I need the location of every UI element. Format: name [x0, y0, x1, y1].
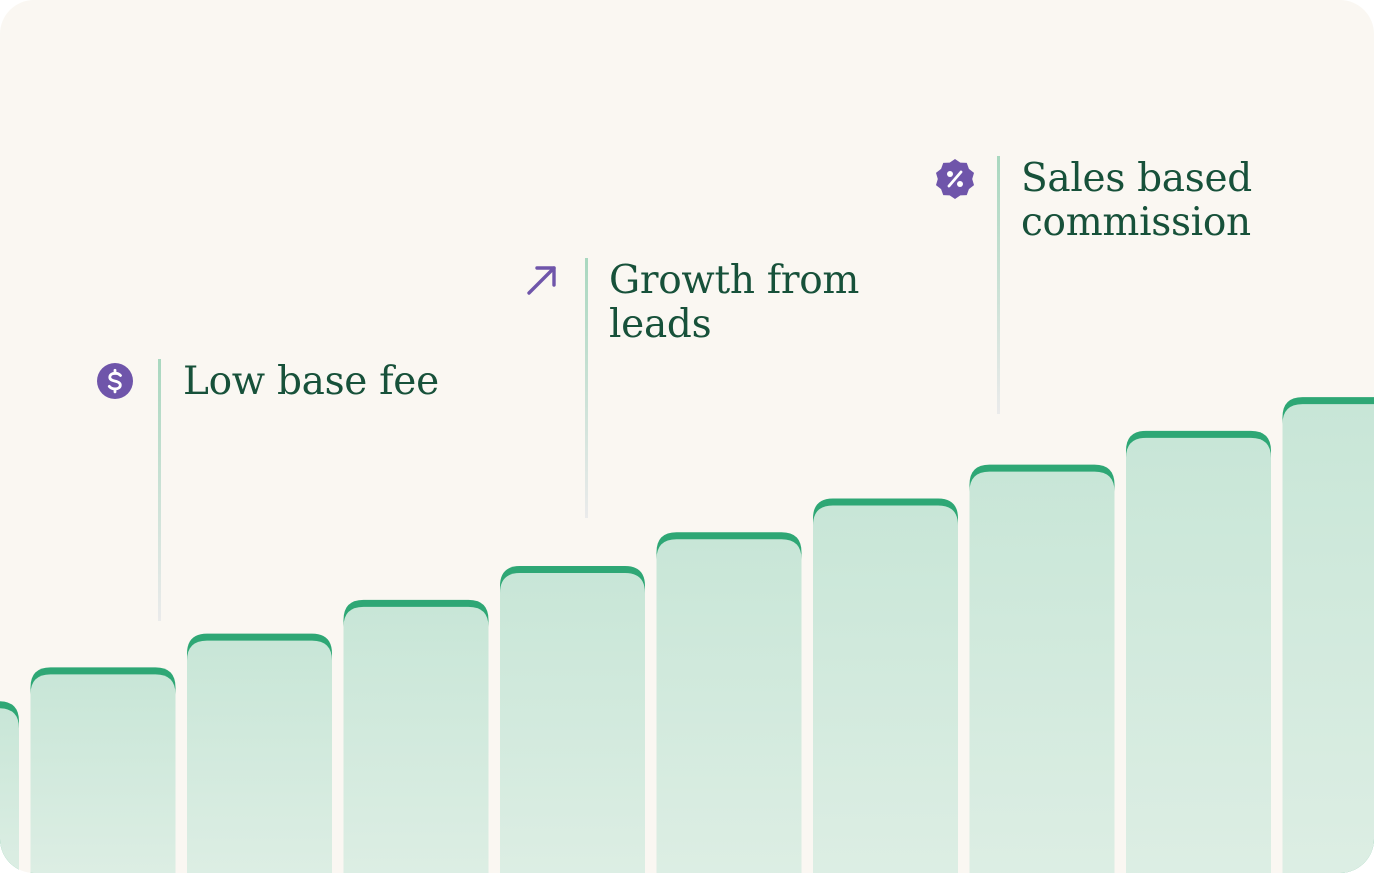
bar-body	[30, 674, 176, 873]
percent-badge-icon	[935, 159, 975, 199]
bar	[969, 464, 1115, 873]
bar-body	[500, 573, 645, 873]
callout-label-line: Low base fee	[183, 359, 439, 404]
bar-body	[656, 539, 802, 873]
bar-body	[1126, 437, 1271, 873]
bar-body	[0, 708, 19, 873]
bar	[656, 532, 802, 873]
bar-body	[813, 505, 958, 873]
callout-label-line: commission	[1021, 200, 1251, 245]
callout-leader-line	[585, 258, 588, 518]
bar-body	[343, 606, 489, 873]
callout-label-line: Sales based	[1021, 156, 1252, 201]
callout-label-line: Growth from	[609, 258, 860, 303]
dollar-circle-icon	[97, 363, 133, 399]
callout-label-line: leads	[609, 302, 712, 347]
callout-leader-line	[997, 156, 1000, 414]
callout-label: Sales based commission	[1021, 157, 1252, 245]
bar	[813, 498, 958, 873]
arrow-up-right-icon	[527, 266, 556, 295]
bar-body	[187, 640, 332, 873]
bar	[1282, 397, 1374, 873]
callout-leader-line	[158, 359, 161, 621]
bar-body	[1282, 404, 1374, 873]
bar-body	[969, 471, 1115, 873]
bar	[0, 701, 19, 873]
bar	[30, 667, 176, 873]
callout-label: Growth from leads	[609, 259, 859, 347]
bar	[500, 566, 645, 873]
callout-label: Low base fee	[183, 360, 439, 404]
bar	[187, 633, 332, 873]
bar	[1126, 430, 1271, 873]
bar	[343, 599, 489, 873]
